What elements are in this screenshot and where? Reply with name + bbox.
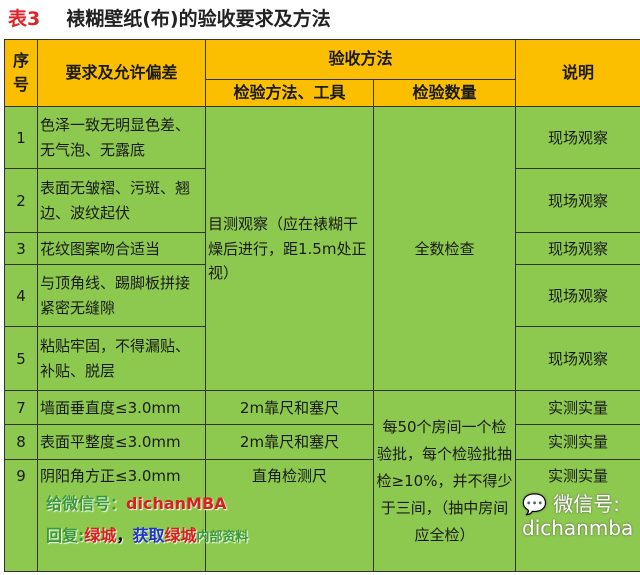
req: 与顶角线、踢脚板拼接紧密无缝隙	[37, 264, 206, 328]
method: 2m靠尺和塞尺	[205, 424, 374, 461]
req: 花纹图案吻合适当	[37, 232, 206, 266]
table-row: 1 色泽一致无明显色差、无气泡、无露底 目测观察（应在裱糊干燥后进行，距1.5m处正…	[4, 106, 640, 392]
table-row: 7 墙面垂直度≤3.0mm 2m靠尺和塞尺 每50个房间一个检验批，每个检验批抽检≥1…	[4, 390, 640, 573]
header-quantity: 检验数量	[372, 78, 517, 108]
wm-text: 内部资料	[196, 530, 249, 545]
method: 2m靠尺和塞尺	[205, 390, 374, 426]
table-number: 表3	[8, 8, 41, 30]
header-method: 检验方法、工具	[205, 78, 374, 108]
table-title: 表3 裱糊壁纸(布)的验收要求及方法	[8, 4, 331, 31]
table-row: 3 花纹图案吻合适当 现场观察	[4, 232, 640, 266]
method: 直角检测尺	[205, 459, 374, 573]
note: 现场观察	[515, 106, 640, 170]
method-merged: 目测观察（应在裱糊干燥后进行，距1.5m处正视）	[205, 106, 374, 392]
note: 现场观察	[515, 232, 640, 266]
seq: 3	[4, 232, 38, 266]
wm-text: 回复:	[46, 526, 85, 545]
wm-text: 绿城	[84, 526, 117, 545]
req: 粘贴牢固，不得漏贴、补贴、脱层	[37, 326, 206, 392]
note: 实测实量	[515, 424, 640, 461]
acceptance-table: 序号 要求及允许偏差 验收方法 说明 检验方法、工具 检验数量 1 色泽一致无明显色差、无…	[4, 38, 640, 573]
seq: 1	[4, 106, 38, 170]
req: 色泽一致无明显色差、无气泡、无露底	[37, 106, 206, 170]
header-seq: 序号	[4, 38, 38, 108]
req: 墙面垂直度≤3.0mm	[37, 390, 206, 426]
seq: 4	[4, 264, 38, 328]
seq: 7	[4, 390, 38, 426]
note: 现场观察	[515, 264, 640, 328]
req: 阴阳角方正≤3.0mm	[37, 459, 206, 573]
seq: 8	[4, 424, 38, 461]
wm-text: dichanMBA	[126, 494, 227, 513]
table-row: 2 表面无皱褶、污斑、翘边、波纹起伏 现场观察	[4, 168, 640, 234]
req: 表面无皱褶、污斑、翘边、波纹起伏	[37, 168, 206, 234]
watermark-line1: 给微信号：dichanMBA	[46, 494, 227, 514]
table-title-text: 裱糊壁纸(布)的验收要求及方法	[66, 8, 331, 30]
header-method-group: 验收方法	[204, 39, 517, 80]
note: 实测实量	[515, 459, 640, 573]
table-row: 5 粘贴牢固，不得漏贴、补贴、脱层 现场观察	[4, 326, 640, 392]
seq: 5	[4, 326, 38, 392]
header-req: 要求及允许偏差	[37, 38, 206, 108]
req: 表面平整度≤3.0mm	[37, 424, 206, 461]
quantity-merged-2: 每50个房间一个检验批，每个检验批抽检≥10%，并不得少于三间，（抽中房间应全检…	[372, 390, 517, 573]
note: 实测实量	[515, 390, 640, 426]
wechat-id: 微信号: dichanmba	[522, 492, 634, 540]
note: 现场观察	[515, 168, 640, 234]
table-row: 4 与顶角线、踢脚板拼接紧密无缝隙 现场观察	[4, 264, 640, 328]
header-note: 说明	[515, 38, 640, 108]
wechat-icon: 💬	[522, 492, 547, 516]
seq: 9	[4, 459, 38, 573]
watermark-line2: 回复:绿城，获取绿城内部资料	[46, 526, 248, 548]
wm-text: 给微信号：	[46, 494, 127, 513]
wechat-watermark: 💬 微信号: dichanmba	[522, 492, 638, 540]
table-row: 9 阴阳角方正≤3.0mm 直角检测尺 实测实量	[4, 459, 640, 573]
wm-text: ，	[116, 526, 133, 545]
wm-text: 获取	[132, 526, 165, 545]
note: 现场观察	[515, 326, 640, 392]
seq: 2	[4, 168, 38, 234]
quantity-merged: 全数检查	[372, 106, 517, 392]
table-row: 8 表面平整度≤3.0mm 2m靠尺和塞尺 实测实量	[4, 424, 640, 461]
wm-text: 绿城	[164, 526, 197, 545]
